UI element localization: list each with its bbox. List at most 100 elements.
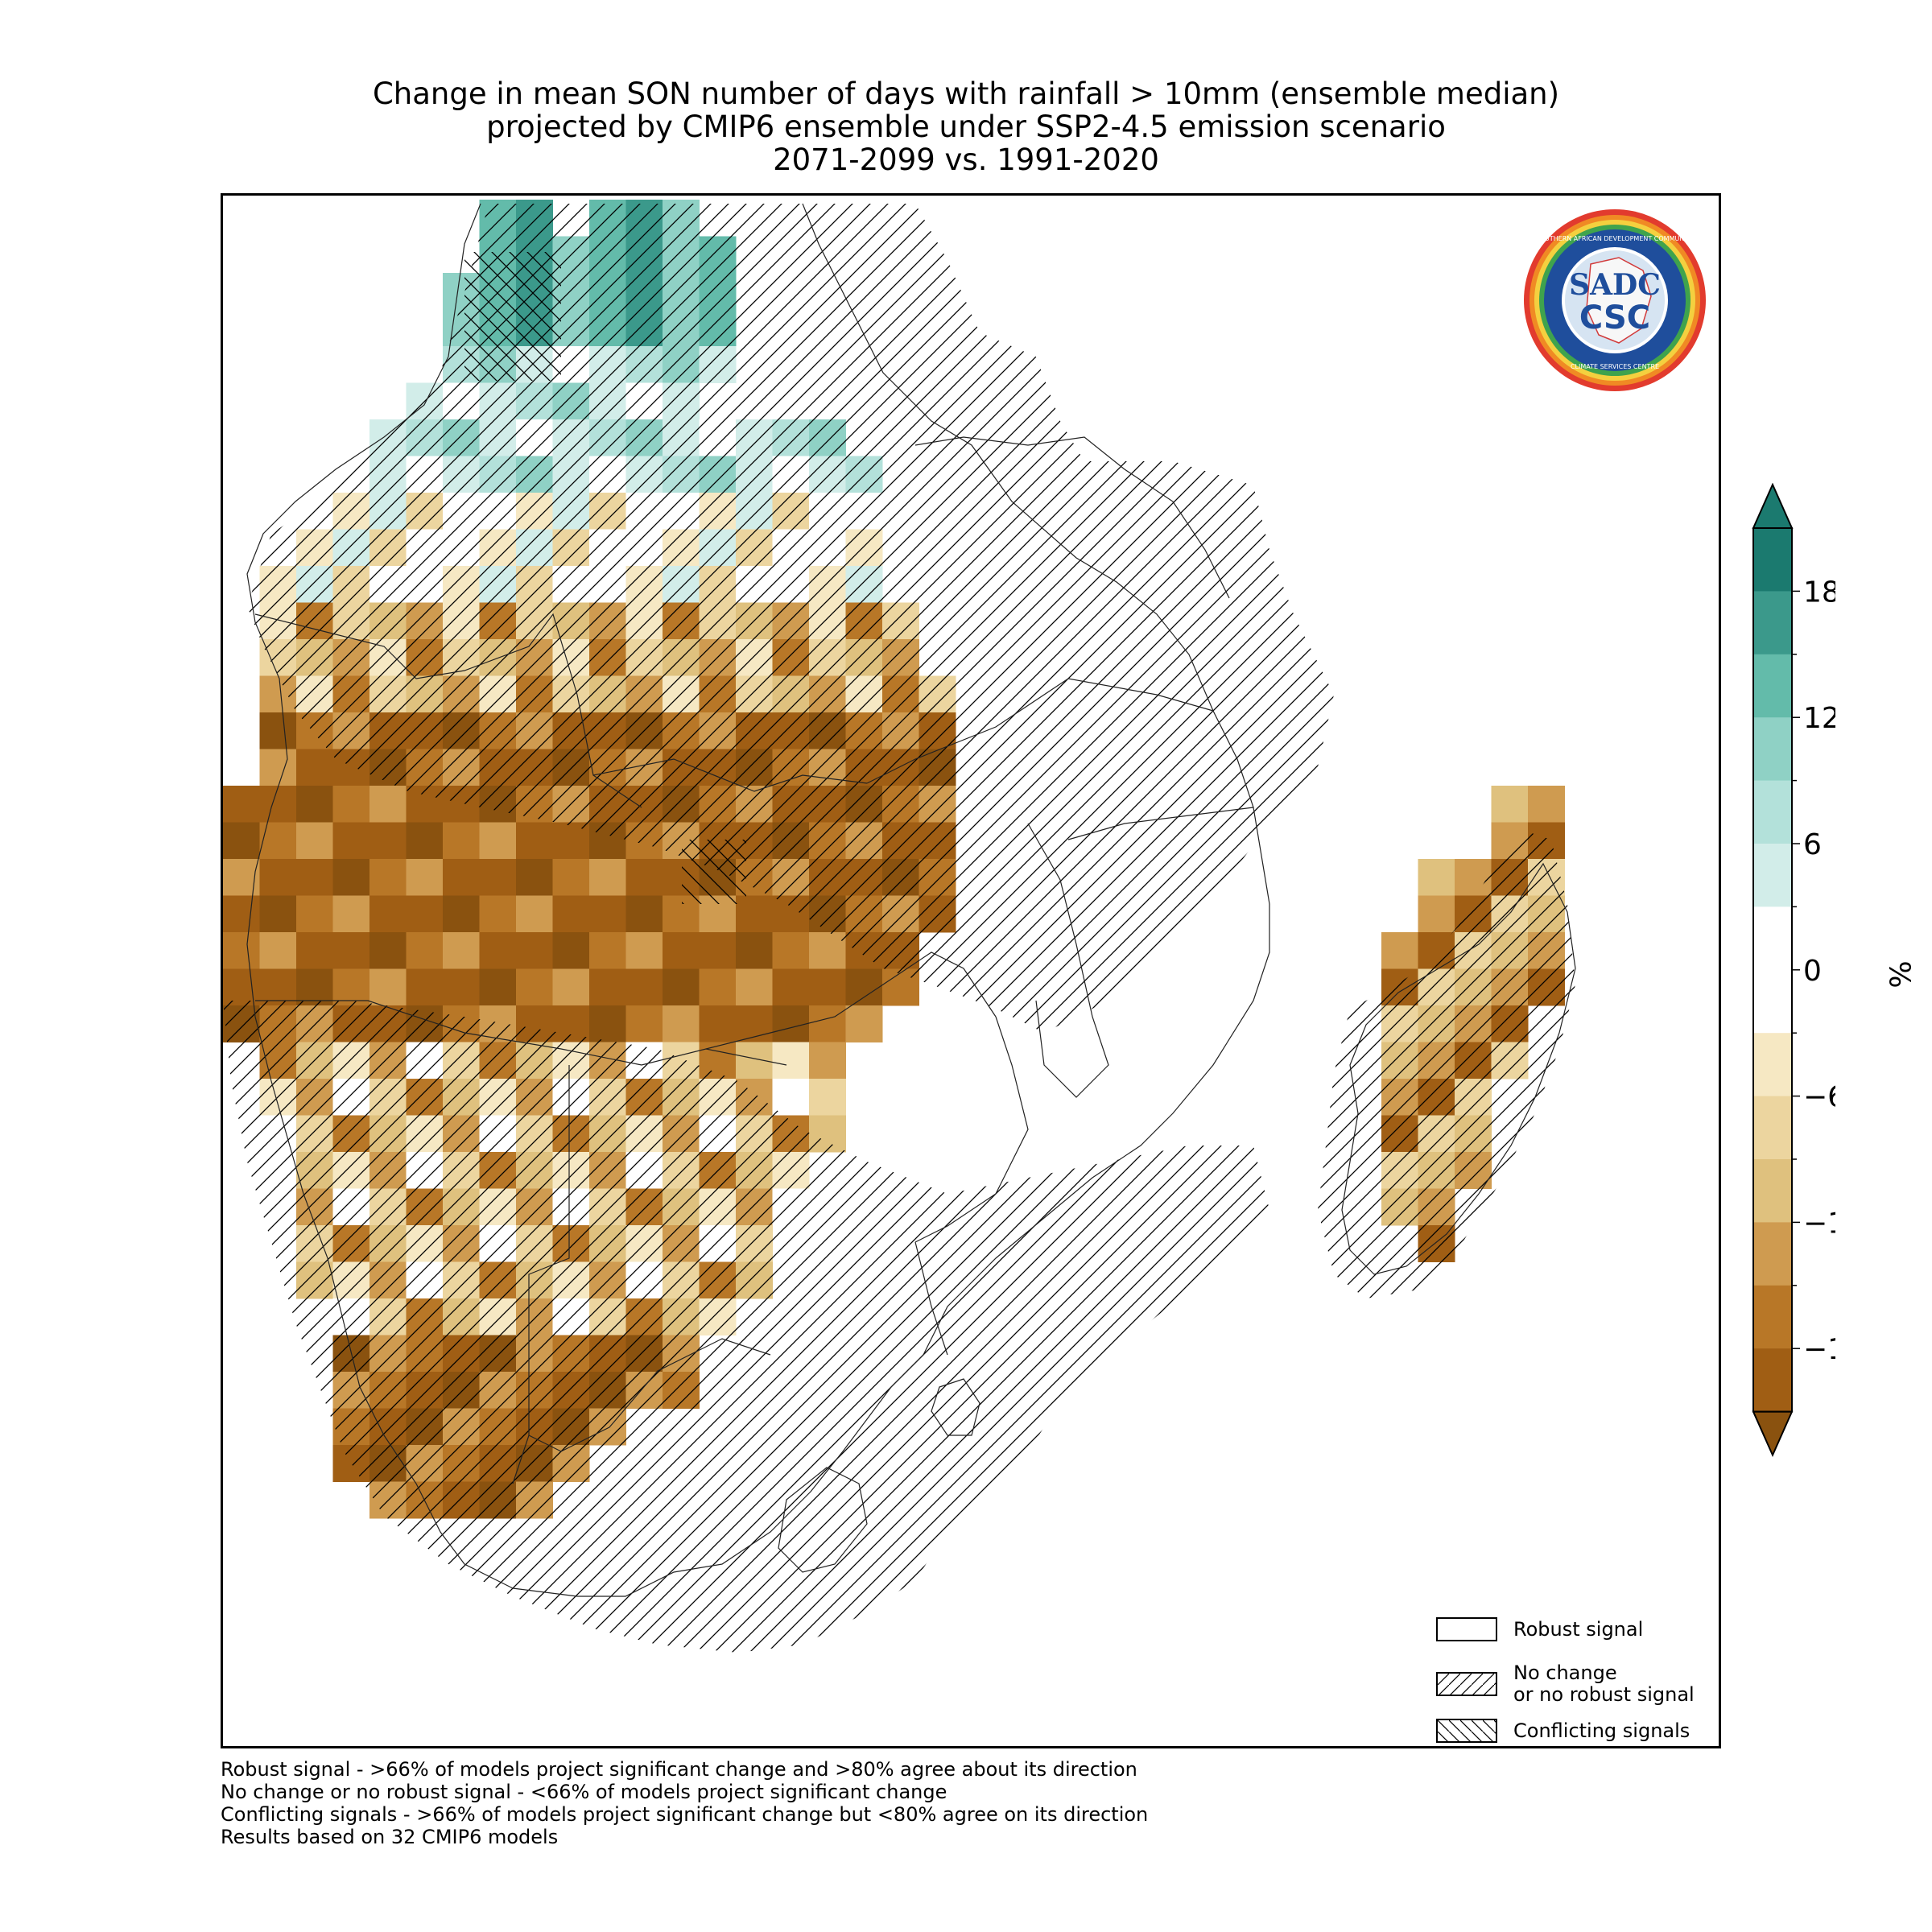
grid-cell-mainland (552, 859, 590, 896)
grid-cell-mainland (625, 895, 663, 933)
logo-text-top: SOUTHERN AFRICAN DEVELOPMENT COMMUNITY (1536, 235, 1695, 242)
border-drc-angola (254, 613, 642, 808)
border-eswatini (931, 1378, 980, 1436)
grid-cell-mainland (479, 895, 517, 933)
grid-cell-mainland (589, 1005, 626, 1042)
border-zimbabwe-mozambique (914, 1016, 1029, 1243)
conflicting-signals-hatch-center (682, 840, 746, 904)
grid-cell-mainland (699, 1005, 737, 1042)
grid-cell-mainland (223, 822, 260, 860)
grid-cell-mainland (516, 895, 553, 933)
map-panel (221, 193, 1721, 1748)
grid-cell-mainland (589, 895, 626, 933)
grid-cell-mainland (332, 786, 370, 823)
grid-cell-mainland (406, 859, 444, 896)
grid-cell-mainland (809, 1042, 846, 1080)
legend-label-robust: Robust signal (1513, 1618, 1644, 1641)
colorbar-segment (1753, 591, 1792, 655)
grid-cell-mainland (736, 968, 773, 1006)
legend-label-no-change-2: or no robust signal (1513, 1683, 1695, 1706)
grid-cell-mainland (663, 1005, 700, 1042)
conflicting-signals-hatch-north (464, 252, 561, 381)
colorbar-tick-label: 6 (1803, 828, 1822, 861)
colorbar-extend-max (1752, 483, 1794, 529)
grid-cell-madagascar (1418, 895, 1455, 933)
grid-cell-mainland (296, 822, 333, 860)
grid-cell-mainland (772, 932, 810, 969)
grid-cell-mainland (369, 822, 407, 860)
grid-cell-mainland (259, 968, 297, 1006)
logo-monogram-sadc: SADC (1569, 268, 1661, 302)
grid-cell-mainland (259, 822, 297, 860)
grid-cell-mainland (809, 968, 846, 1006)
colorbar-segment (1753, 1096, 1792, 1160)
grid-cell-mainland (443, 932, 480, 969)
legend-label-conflicting: Conflicting signals (1513, 1719, 1690, 1742)
colorbar-segment (1753, 1222, 1792, 1286)
grid-cell-mainland (699, 968, 737, 1006)
border-zambia-tanzania (866, 678, 1214, 784)
grid-cell-mainland (332, 895, 370, 933)
border-angola-zambia (592, 758, 868, 792)
grid-cell-mainland (479, 968, 517, 1006)
grid-cell-mainland (296, 895, 333, 933)
grid-cell-mainland (259, 895, 297, 933)
grid-cell-mainland (809, 1005, 846, 1042)
no-robust-signal-hatch-north (247, 204, 1334, 1033)
border-mozambique-tanzania (1067, 807, 1254, 840)
grid-cell-mainland (736, 1005, 773, 1042)
border-zambia-zimbabwe (705, 952, 997, 1050)
title-line-3: 2071-2099 vs. 1991-2020 (773, 142, 1159, 177)
grid-cell-mainland (589, 932, 626, 969)
grid-cell-mainland (296, 932, 333, 969)
grid-cell-mainland (516, 822, 553, 860)
chart-title: Change in mean SON number of days with r… (0, 77, 1932, 176)
grid-cell-mainland (259, 749, 297, 786)
colorbar-tick-label: −18 (1803, 1333, 1835, 1366)
grid-cell-mainland (479, 932, 517, 969)
border-botswana-southafrica (528, 1338, 771, 1452)
footnote-robust: Robust signal - >66% of models project s… (221, 1758, 1137, 1781)
colorbar-segment (1753, 1159, 1792, 1223)
grid-cell-mainland (736, 1042, 773, 1080)
colorbar-segment (1753, 717, 1792, 782)
grid-cell-mainland (663, 968, 700, 1006)
grid-cell-mainland (809, 1079, 846, 1116)
grid-cell-mainland (625, 968, 663, 1006)
grid-cell-mainland (406, 895, 444, 933)
grid-cell-mainland (772, 968, 810, 1006)
grid-cell-mainland (223, 932, 260, 969)
grid-cell-mainland (223, 968, 260, 1006)
colorbar-segment (1753, 969, 1792, 1034)
grid-cell-mainland (736, 932, 773, 969)
grid-cell-mainland (589, 859, 626, 896)
grid-cell-mainland (663, 932, 700, 969)
grid-cell-mainland (259, 712, 297, 749)
colorbar-tick-label: 18 (1803, 576, 1835, 609)
coastline-madagascar (1341, 862, 1576, 1275)
border-drc-tanzania (914, 436, 1230, 599)
grid-cell-mainland (406, 932, 444, 969)
legend-item-no-change: No change or no robust signal (1433, 1662, 1707, 1714)
signal-hatching (223, 204, 1575, 1653)
colorbar-segment (1753, 906, 1792, 971)
colorbar-segment (1753, 1033, 1792, 1097)
grid-cell-mainland (296, 749, 333, 786)
grid-cell-mainland (406, 822, 444, 860)
colorbar-unit-label: % (1885, 960, 1918, 989)
colorbar-extend-min (1752, 1410, 1794, 1458)
legend-swatch-robust (1436, 1617, 1497, 1641)
grid-cell-mainland (443, 895, 480, 933)
title-line-2: projected by CMIP6 ensemble under SSP2-4… (486, 109, 1446, 144)
colorbar-segment (1753, 844, 1792, 907)
grid-cell-mainland (296, 859, 333, 896)
grid-cell-mainland (516, 859, 553, 896)
border-namibia-botswana (512, 1065, 570, 1484)
map-canvas (223, 200, 1576, 1653)
border-malawi (1027, 823, 1109, 1098)
grid-cell-mainland (516, 968, 553, 1006)
grid-cell-mainland (625, 859, 663, 896)
footnote-models: Results based on 32 CMIP6 models (221, 1826, 559, 1848)
grid-cell-mainland (552, 968, 590, 1006)
border-mozambique-southafrica (914, 1241, 948, 1356)
